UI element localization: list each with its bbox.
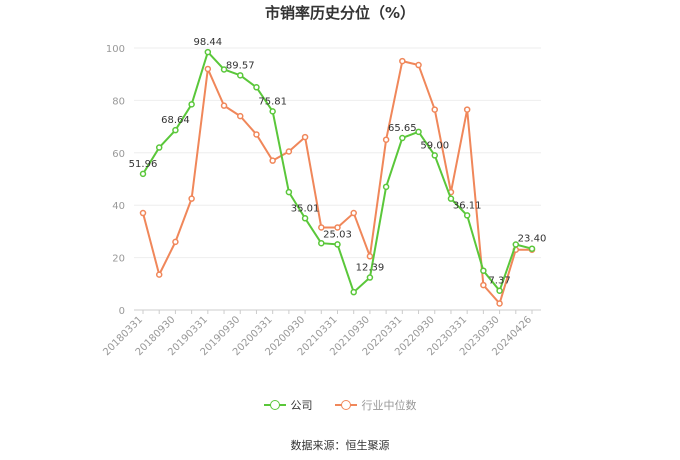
data-label: 25.03 xyxy=(323,229,352,240)
data-point-company xyxy=(253,84,260,91)
legend-item-company[interactable]: 公司 xyxy=(263,397,313,413)
data-point-company xyxy=(382,183,390,191)
line-chart: 0204060801002018033120180930201903312019… xyxy=(101,37,547,358)
data-point-company xyxy=(512,241,520,248)
legend-label-industry-median: 行业中位数 xyxy=(361,399,417,412)
data-point-industry-median xyxy=(399,57,406,65)
data-point-company xyxy=(301,215,309,222)
data-label: 98.44 xyxy=(194,37,223,48)
data-point-industry-median xyxy=(334,224,341,231)
data-point-company xyxy=(496,287,503,294)
y-tick-label: 60 xyxy=(112,149,125,160)
legend-item-industry-median[interactable]: 行业中位数 xyxy=(334,397,417,413)
data-point-industry-median xyxy=(350,209,357,217)
data-point-industry-median xyxy=(382,136,390,143)
data-label: 59.00 xyxy=(420,140,449,151)
data-point-industry-median xyxy=(237,112,244,120)
data-point-company xyxy=(350,288,357,296)
data-point-company xyxy=(528,245,536,252)
data-point-company xyxy=(269,108,276,115)
data-label: 36.11 xyxy=(453,200,482,211)
data-point-company xyxy=(447,195,455,202)
data-point-industry-median xyxy=(480,281,487,289)
data-point-company xyxy=(366,274,374,281)
data-point-industry-median xyxy=(139,209,147,217)
data-point-company xyxy=(334,241,341,248)
data-point-company xyxy=(155,144,163,151)
data-label: 35.01 xyxy=(291,203,320,214)
data-point-industry-median xyxy=(285,148,293,155)
data-point-industry-median xyxy=(415,61,422,69)
data-point-company xyxy=(172,126,179,134)
data-point-industry-median xyxy=(463,106,471,113)
data-label: 75.81 xyxy=(258,96,287,107)
data-point-industry-median xyxy=(496,300,503,307)
data-point-industry-median xyxy=(172,238,179,246)
data-point-industry-median xyxy=(366,253,374,260)
data-point-industry-median xyxy=(269,157,276,164)
data-point-company xyxy=(415,128,422,136)
y-tick-label: 0 xyxy=(119,306,125,317)
data-point-company xyxy=(431,152,438,159)
data-source: 数据来源：恒生聚源 xyxy=(290,439,390,452)
data-point-industry-median xyxy=(301,133,309,141)
data-point-company xyxy=(285,188,293,196)
data-point-company xyxy=(480,267,487,274)
data-point-company xyxy=(318,239,325,247)
data-label: 7.37 xyxy=(488,276,510,287)
legend-swatch-company xyxy=(263,400,286,410)
data-point-industry-median xyxy=(188,195,195,202)
data-point-company xyxy=(237,72,244,79)
data-point-company xyxy=(204,48,212,56)
data-point-industry-median xyxy=(431,106,438,113)
data-point-company xyxy=(139,170,147,178)
data-label: 65.65 xyxy=(388,123,417,134)
data-point-company xyxy=(220,66,228,73)
y-tick-label: 80 xyxy=(112,96,125,107)
chart-title: 市销率历史分位（%） xyxy=(264,4,416,22)
legend-label-company: 公司 xyxy=(290,399,313,412)
data-label: 68.64 xyxy=(161,115,190,126)
data-point-industry-median xyxy=(204,65,212,73)
y-tick-label: 100 xyxy=(106,44,125,55)
series-line-industry-median xyxy=(142,60,532,305)
y-tick-label: 20 xyxy=(112,254,125,265)
data-point-company xyxy=(463,212,471,219)
data-point-industry-median xyxy=(220,102,228,109)
data-label: 12.39 xyxy=(356,263,385,274)
data-point-industry-median xyxy=(253,131,260,138)
data-point-industry-median xyxy=(155,271,163,278)
legend-swatch-industry-median xyxy=(334,400,357,410)
data-point-company xyxy=(399,134,406,142)
data-label: 23.40 xyxy=(518,234,547,245)
data-label: 51.96 xyxy=(129,159,158,170)
data-point-industry-median xyxy=(318,224,325,231)
data-label: 89.57 xyxy=(226,60,255,71)
y-tick-label: 40 xyxy=(112,201,125,212)
data-point-company xyxy=(188,101,195,108)
legend: 公司 行业中位数 xyxy=(0,397,680,413)
